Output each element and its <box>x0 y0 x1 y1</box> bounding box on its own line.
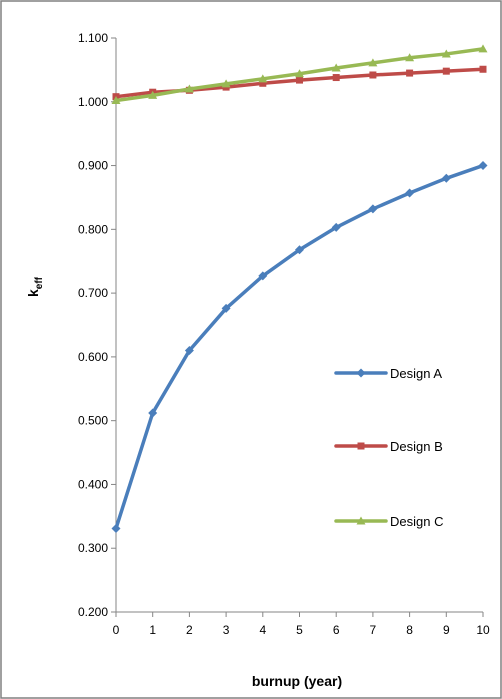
data-point <box>148 90 158 99</box>
data-point <box>295 245 304 255</box>
data-point <box>406 69 414 77</box>
data-point <box>441 173 451 183</box>
y-tick-label: 1.000 <box>78 95 108 109</box>
x-tick-label: 7 <box>370 623 377 637</box>
data-point <box>369 71 377 79</box>
y-axis-title-subscript: eff <box>34 276 45 289</box>
x-tick-label: 9 <box>443 623 450 637</box>
x-tick-label: 1 <box>149 623 156 637</box>
legend-label: Design C <box>390 514 443 529</box>
plot-series <box>111 44 488 533</box>
legend-label: Design A <box>390 366 442 381</box>
y-tick-label: 0.600 <box>78 350 108 364</box>
data-point <box>148 408 158 418</box>
data-point <box>332 74 340 82</box>
data-point <box>405 53 415 62</box>
x-tick-label: 2 <box>186 623 193 637</box>
legend-label: Design B <box>390 439 443 454</box>
data-point <box>441 49 451 58</box>
data-point <box>221 303 231 313</box>
x-axis: 0 1 2 3 4 5 6 7 8 9 10 <box>113 611 490 637</box>
data-point <box>221 79 231 88</box>
x-tick-label: 3 <box>223 623 230 637</box>
legend-swatch-marker <box>356 368 366 378</box>
y-tick-label: 0.500 <box>78 414 108 428</box>
data-point <box>368 58 378 67</box>
x-tick-label: 0 <box>113 623 120 637</box>
data-point <box>368 204 378 214</box>
data-point <box>184 346 194 356</box>
y-tick-label: 0.300 <box>78 541 108 555</box>
y-tick-label: 1.100 <box>78 31 108 45</box>
y-tick-label: 0.700 <box>78 286 108 300</box>
y-tick-label: 0.200 <box>78 605 108 619</box>
data-point <box>258 271 268 281</box>
data-point <box>478 161 488 171</box>
data-point <box>184 84 194 93</box>
data-point <box>296 76 303 84</box>
x-tick-label: 5 <box>296 623 303 637</box>
legend-item: Design A <box>334 366 442 381</box>
y-tick-label: 0.400 <box>78 477 108 491</box>
data-point <box>331 63 341 72</box>
legend-item: Design B <box>334 439 443 454</box>
data-point <box>478 44 488 53</box>
data-point <box>295 69 304 78</box>
data-point <box>479 65 487 73</box>
legend-item: Design C <box>334 514 443 529</box>
series-design-a <box>111 161 488 533</box>
legend-swatch-marker <box>357 442 365 450</box>
data-point <box>442 67 450 75</box>
x-tick-label: 6 <box>333 623 340 637</box>
series-design-c <box>111 44 488 105</box>
x-axis-title: burnup (year) <box>252 673 342 689</box>
y-axis-title: keff <box>25 276 45 297</box>
x-tick-label: 4 <box>259 623 266 637</box>
y-axis-title-main: k <box>25 289 41 297</box>
data-point <box>258 74 268 83</box>
data-point <box>331 222 341 232</box>
y-tick-label: 0.900 <box>78 159 108 173</box>
data-point <box>111 96 121 105</box>
y-tick-label: 0.800 <box>78 222 108 236</box>
legend: Design A Design B Design C <box>334 366 443 529</box>
legend-swatch-marker <box>356 516 366 525</box>
x-tick-label: 10 <box>476 623 490 637</box>
data-point <box>111 523 121 533</box>
data-point <box>259 79 267 87</box>
x-tick-label: 8 <box>406 623 413 637</box>
data-point <box>405 188 415 198</box>
